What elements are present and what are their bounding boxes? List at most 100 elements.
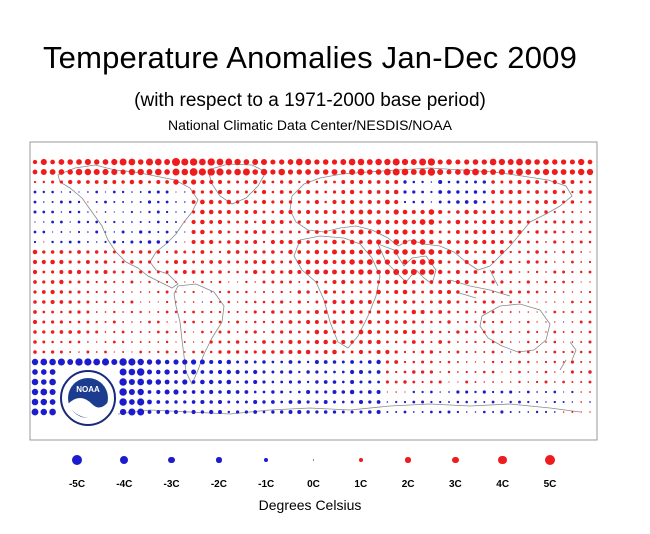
anomaly-dot (588, 300, 592, 304)
anomaly-dot (121, 230, 125, 234)
anomaly-dot (350, 230, 354, 234)
anomaly-dot (385, 219, 390, 225)
anomaly-dot (200, 250, 205, 254)
anomaly-dot (394, 180, 399, 184)
anomaly-dot (341, 310, 346, 314)
anomaly-dot (491, 390, 495, 394)
anomaly-dot (359, 280, 363, 284)
anomaly-dot (261, 219, 267, 225)
anomaly-dot (33, 340, 37, 344)
anomaly-dot (184, 241, 186, 243)
anomaly-dot (456, 390, 460, 394)
anomaly-dot (341, 249, 346, 255)
anomaly-dot (473, 239, 478, 245)
anomaly-dot (137, 388, 144, 396)
anomaly-dot (86, 350, 90, 354)
anomaly-dot (86, 241, 89, 243)
anomaly-dot (359, 310, 363, 314)
anomaly-dot (527, 400, 530, 404)
anomaly-dot (536, 281, 539, 283)
anomaly-dot (67, 169, 73, 175)
anomaly-dot (358, 229, 364, 235)
anomaly-dot (368, 290, 372, 294)
anomaly-dot (104, 211, 107, 213)
anomaly-dot (51, 190, 54, 194)
anomaly-dot (156, 190, 160, 194)
anomaly-dot (456, 200, 460, 204)
anomaly-dot (253, 379, 258, 385)
anomaly-dot (421, 350, 425, 354)
anomaly-dot (571, 341, 574, 343)
anomaly-dot (359, 300, 363, 304)
anomaly-dot (332, 340, 337, 344)
anomaly-dot (130, 331, 133, 333)
anomaly-dot (402, 289, 408, 295)
anomaly-dot (85, 260, 90, 264)
anomaly-dot (297, 350, 302, 354)
anomaly-dot (500, 340, 504, 344)
anomaly-dot (545, 241, 547, 243)
anomaly-dot (201, 280, 204, 284)
anomaly-dot (465, 190, 469, 194)
map-subtitle: (with respect to a 1971-2000 base period… (134, 90, 486, 111)
south-america-outline (173, 283, 225, 385)
anomaly-dot (297, 380, 301, 384)
anomaly-dot (332, 269, 337, 275)
anomaly-dot (42, 180, 46, 184)
anomaly-dot (367, 239, 373, 245)
anomaly-dot (140, 301, 142, 303)
anomaly-dot (518, 331, 521, 333)
anomaly-dot (297, 290, 302, 294)
anomaly-dot (586, 168, 594, 176)
anomaly-dot (482, 229, 487, 235)
anomaly-dot (104, 231, 107, 233)
anomaly-dot (509, 390, 513, 394)
anomaly-dot (165, 210, 169, 214)
anomaly-dot (32, 259, 38, 265)
anomaly-dot (218, 240, 222, 244)
anomaly-dot (509, 341, 512, 343)
anomaly-dot (147, 399, 152, 405)
anomaly-dot (297, 300, 301, 304)
anomaly-dot (192, 341, 195, 343)
anomaly-dot (465, 290, 468, 294)
anomaly-dot (474, 340, 477, 344)
anomaly-dot (122, 201, 125, 203)
anomaly-dot (323, 210, 328, 214)
anomaly-dot (208, 199, 214, 205)
anomaly-dot (376, 349, 381, 355)
anomaly-dot (509, 290, 513, 294)
anomaly-dot (209, 400, 213, 404)
anomaly-dot (368, 380, 372, 384)
anomaly-dot (341, 360, 345, 364)
anomaly-dot (184, 191, 186, 193)
anomaly-dot (60, 340, 63, 344)
anomaly-dot (166, 321, 168, 323)
anomaly-dot (580, 300, 583, 304)
anomaly-dot (191, 239, 196, 245)
anomaly-dot (421, 300, 424, 304)
anomaly-dot (139, 220, 142, 224)
anomaly-dot (164, 389, 170, 395)
anomaly-dot (279, 190, 284, 194)
greenland-outline (207, 163, 267, 205)
anomaly-dot (305, 158, 312, 166)
anomaly-dot (447, 320, 451, 324)
anomaly-dot (536, 391, 538, 393)
anomaly-dot (200, 379, 205, 385)
anomaly-dot (588, 340, 592, 344)
anomaly-dot (412, 300, 416, 304)
anomaly-dot (280, 290, 283, 294)
anomaly-dot (447, 220, 451, 224)
anomaly-dot (33, 330, 37, 334)
anomaly-dot (492, 381, 495, 383)
anomaly-dot (104, 221, 107, 223)
anomaly-dot (262, 270, 266, 274)
anomaly-dot (68, 210, 72, 214)
anomaly-dot (332, 389, 337, 395)
anomaly-dot (518, 391, 521, 393)
anomaly-dot (157, 281, 160, 283)
anomaly-dot (536, 400, 539, 404)
anomaly-dot (253, 210, 258, 214)
anomaly-dot (253, 200, 257, 204)
